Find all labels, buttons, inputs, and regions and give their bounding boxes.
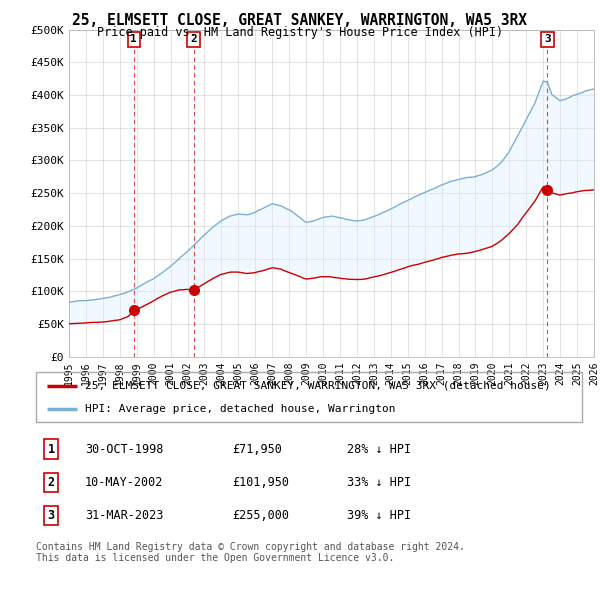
Text: 39% ↓ HPI: 39% ↓ HPI [347, 509, 412, 522]
Text: 2: 2 [48, 476, 55, 489]
Text: £101,950: £101,950 [233, 476, 290, 489]
Text: 30-OCT-1998: 30-OCT-1998 [85, 442, 164, 456]
Text: 3: 3 [544, 34, 551, 44]
Text: Price paid vs. HM Land Registry's House Price Index (HPI): Price paid vs. HM Land Registry's House … [97, 26, 503, 39]
Text: £255,000: £255,000 [233, 509, 290, 522]
Text: 3: 3 [48, 509, 55, 522]
Text: 10-MAY-2002: 10-MAY-2002 [85, 476, 164, 489]
Text: £71,950: £71,950 [233, 442, 283, 456]
Text: 1: 1 [48, 442, 55, 456]
Text: 33% ↓ HPI: 33% ↓ HPI [347, 476, 412, 489]
Text: 2: 2 [190, 34, 197, 44]
Text: 1: 1 [130, 34, 137, 44]
Text: Contains HM Land Registry data © Crown copyright and database right 2024.
This d: Contains HM Land Registry data © Crown c… [36, 542, 465, 563]
Text: 25, ELMSETT CLOSE, GREAT SANKEY, WARRINGTON, WA5 3RX: 25, ELMSETT CLOSE, GREAT SANKEY, WARRING… [73, 13, 527, 28]
Text: HPI: Average price, detached house, Warrington: HPI: Average price, detached house, Warr… [85, 404, 395, 414]
Text: 25, ELMSETT CLOSE, GREAT SANKEY, WARRINGTON, WA5 3RX (detached house): 25, ELMSETT CLOSE, GREAT SANKEY, WARRING… [85, 381, 551, 391]
Text: 31-MAR-2023: 31-MAR-2023 [85, 509, 164, 522]
Text: 28% ↓ HPI: 28% ↓ HPI [347, 442, 412, 456]
